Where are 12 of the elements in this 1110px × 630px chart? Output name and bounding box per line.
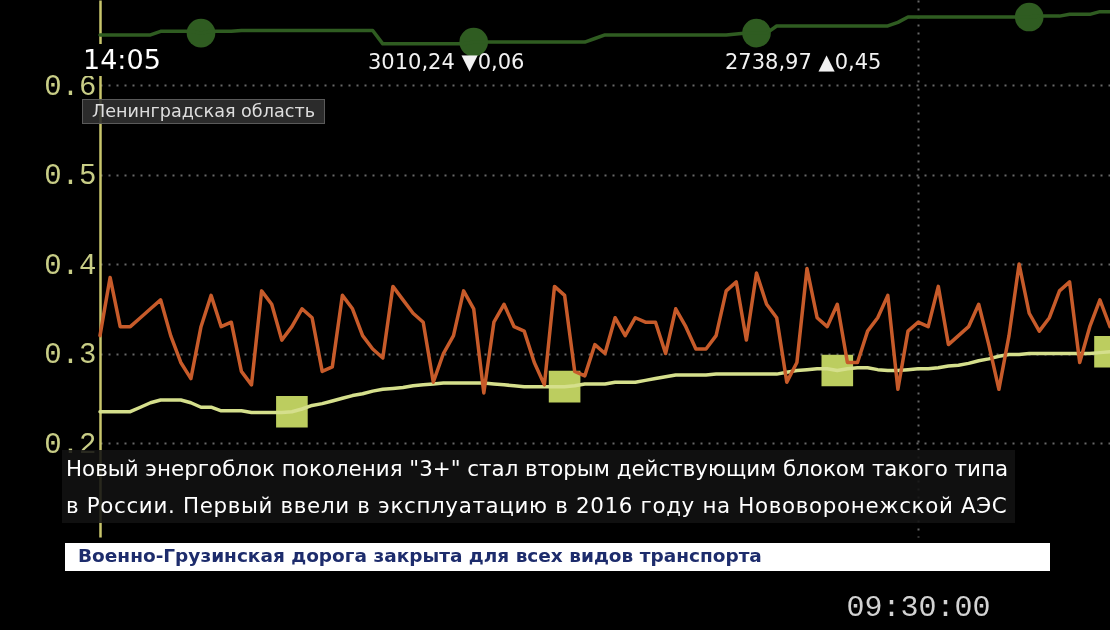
annotation: 14:05	[81, 44, 163, 77]
x-tick-label: 09:30:00	[846, 590, 991, 625]
text: Военно-Грузинская дорога закрыта для всех видов транспорта	[78, 545, 762, 568]
y-tick-label: 0.3	[44, 339, 97, 373]
annotation: в России. Первый ввели в эксплуатацию в 2016 году на Нововоронежской АЭС	[66, 493, 1008, 519]
y-tick-label: 0.5	[44, 160, 97, 194]
annotation: Новый энергоблок поколения "3+" стал вторым действующим блоком такого типа	[66, 456, 1009, 482]
y-tick-label: 0.4	[44, 249, 97, 283]
annotation: Ленинградская область	[82, 99, 326, 125]
line-series	[98, 262, 1110, 395]
annotation: 2738,97 ▲0,45	[725, 50, 882, 76]
annotation: 3010,24 ▼0,06	[368, 50, 525, 76]
